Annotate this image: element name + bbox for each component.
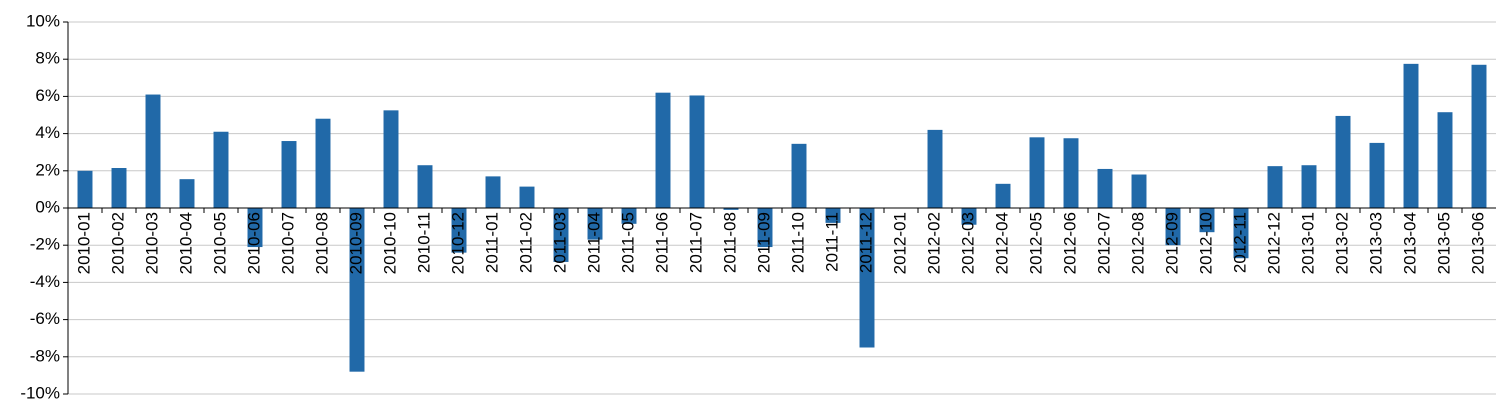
x-tick-label: 2012-07 xyxy=(1094,212,1113,274)
x-tick-label: 2013-01 xyxy=(1298,212,1317,274)
bar xyxy=(451,208,467,253)
x-tick-label: 2010-07 xyxy=(278,212,297,274)
bar xyxy=(859,208,875,348)
x-tick-label: 2010-03 xyxy=(142,212,161,274)
x-tick-label: 2010-01 xyxy=(74,212,93,274)
x-tick-label: 2011-03 xyxy=(550,212,569,273)
bar xyxy=(1301,165,1317,208)
x-tick-label: 2010-06 xyxy=(244,212,263,274)
x-tick-label: 2013-04 xyxy=(1400,212,1419,274)
x-tick-label: 2011-10 xyxy=(788,212,807,273)
bar xyxy=(1437,112,1453,208)
x-tick-label: 2011-11 xyxy=(822,212,841,272)
bar xyxy=(995,183,1011,208)
x-tick-label: 2012-09 xyxy=(1162,212,1181,274)
y-tick-label: 10% xyxy=(26,11,60,30)
bar xyxy=(723,208,739,210)
bar xyxy=(315,118,331,208)
x-tick-label: 2010-11 xyxy=(414,212,433,273)
x-tick-label: 2011-06 xyxy=(652,212,671,273)
x-tick-label: 2013-05 xyxy=(1434,212,1453,274)
x-tick-label: 2011-04 xyxy=(584,212,603,273)
x-tick-label: 2010-12 xyxy=(448,212,467,274)
bar xyxy=(961,208,977,225)
bar xyxy=(417,165,433,208)
bar xyxy=(213,131,229,208)
bar xyxy=(757,208,773,248)
bar xyxy=(77,170,93,208)
bar xyxy=(553,208,569,262)
y-tick-label: 0% xyxy=(35,197,60,216)
bar xyxy=(655,92,671,208)
bar xyxy=(111,168,127,208)
bar xyxy=(519,186,535,208)
x-tick-label: 2012-08 xyxy=(1128,212,1147,274)
x-tick-label: 2011-12 xyxy=(856,212,875,273)
x-tick-label: 2011-01 xyxy=(482,212,501,273)
bar xyxy=(927,129,943,208)
x-tick-label: 2010-08 xyxy=(312,212,331,274)
x-tick-label: 2011-02 xyxy=(516,212,535,273)
x-tick-label: 2011-08 xyxy=(720,212,739,273)
x-tick-label: 2012-03 xyxy=(958,212,977,274)
bar xyxy=(145,94,161,208)
bar xyxy=(1165,208,1181,246)
x-tick-label: 2011-09 xyxy=(754,212,773,273)
bar xyxy=(247,208,263,248)
bar xyxy=(825,208,841,223)
y-tick-label: -10% xyxy=(20,383,60,402)
x-tick-label: 2010-10 xyxy=(380,212,399,274)
x-tick-label: 2010-05 xyxy=(210,212,229,274)
y-tick-label: 8% xyxy=(35,49,60,68)
x-tick-label: 2011-05 xyxy=(618,212,637,273)
x-tick-label: 2013-03 xyxy=(1366,212,1385,274)
x-tick-label: 2012-06 xyxy=(1060,212,1079,274)
y-tick-label: -4% xyxy=(30,272,60,291)
bar xyxy=(1369,142,1385,208)
bar xyxy=(791,143,807,208)
x-tick-label: 2013-02 xyxy=(1332,212,1351,274)
x-tick-label: 2012-02 xyxy=(924,212,943,274)
y-tick-label: -2% xyxy=(30,235,60,254)
y-tick-label: -8% xyxy=(30,346,60,365)
x-tick-label: 2012-04 xyxy=(992,212,1011,274)
bar xyxy=(179,179,195,208)
x-tick-label: 2012-01 xyxy=(890,212,909,274)
x-tick-label: 2011-07 xyxy=(686,212,705,273)
x-tick-label: 2012-10 xyxy=(1196,212,1215,274)
bar xyxy=(1097,168,1113,208)
x-tick-label: 2012-12 xyxy=(1264,212,1283,274)
bar xyxy=(485,176,501,208)
x-tick-label: 2012-05 xyxy=(1026,212,1045,274)
y-tick-label: 2% xyxy=(35,160,60,179)
bar xyxy=(621,208,637,224)
y-tick-label: 4% xyxy=(35,123,60,142)
x-tick-label: 2012-11 xyxy=(1230,212,1249,273)
bar xyxy=(1199,208,1215,233)
x-tick-label: 2010-02 xyxy=(108,212,127,274)
bar xyxy=(383,110,399,208)
bar xyxy=(1403,63,1419,208)
y-tick-label: -6% xyxy=(30,309,60,328)
y-tick-label: 6% xyxy=(35,86,60,105)
bar xyxy=(349,208,365,372)
bar xyxy=(1335,115,1351,208)
bar xyxy=(689,95,705,208)
bar xyxy=(281,141,297,208)
x-tick-label: 2010-09 xyxy=(346,212,365,274)
bar xyxy=(1131,174,1147,208)
x-tick-label: 2010-04 xyxy=(176,212,195,274)
bar xyxy=(587,208,603,240)
bar xyxy=(1267,166,1283,208)
bar xyxy=(1233,208,1249,259)
bar xyxy=(1063,138,1079,208)
bar xyxy=(1471,64,1487,208)
bar xyxy=(1029,137,1045,208)
x-tick-label: 2013-06 xyxy=(1468,212,1487,274)
